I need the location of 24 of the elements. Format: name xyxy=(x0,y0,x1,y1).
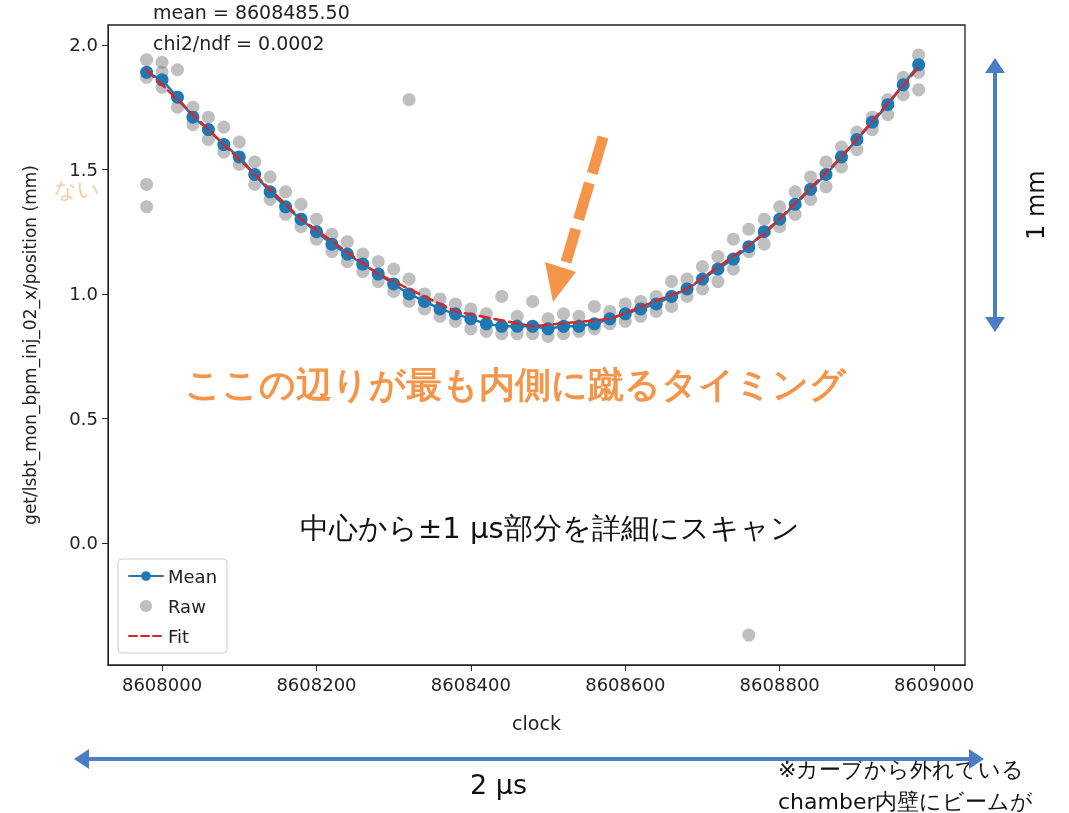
annotation: 中心から±1 μs部分を詳細にスキャン xyxy=(300,511,800,545)
y-tick-label: 2.0 xyxy=(69,34,98,56)
x-tick-label: 8608200 xyxy=(276,673,357,695)
x-tick-label: 8608000 xyxy=(121,673,203,695)
text: 2 μs xyxy=(470,769,528,800)
annotation: ここの辺りが最も内側に蹴るタイミング xyxy=(185,364,846,405)
y-tick-label: 0.5 xyxy=(69,407,98,429)
text: chamber内壁にビームが xyxy=(778,789,1034,813)
text: ない xyxy=(54,177,100,203)
legend-label: Fit xyxy=(168,625,190,647)
x-tick-label: 8608400 xyxy=(430,673,511,695)
legend-label: Mean xyxy=(168,565,218,587)
y-tick-label: 0.0 xyxy=(69,532,98,554)
x-tick-label: 8608600 xyxy=(585,673,666,695)
annotation: chi2/ndf = 0.0002 xyxy=(153,32,325,54)
y-tick-label: 1.5 xyxy=(69,158,98,180)
y-tick-label: 1.0 xyxy=(69,283,98,305)
text: 1 mm xyxy=(1022,170,1050,240)
legend-label: Raw xyxy=(168,595,206,617)
text: mean = 8608485.50 xyxy=(153,1,350,23)
x-axis-title: clock xyxy=(512,711,561,734)
y-axis-title: get/lsbt_mon_bpm_inj_02_x/position (mm) xyxy=(19,165,41,525)
x-tick-label: 8609000 xyxy=(894,673,975,695)
x-tick-label: 8608800 xyxy=(739,673,820,695)
